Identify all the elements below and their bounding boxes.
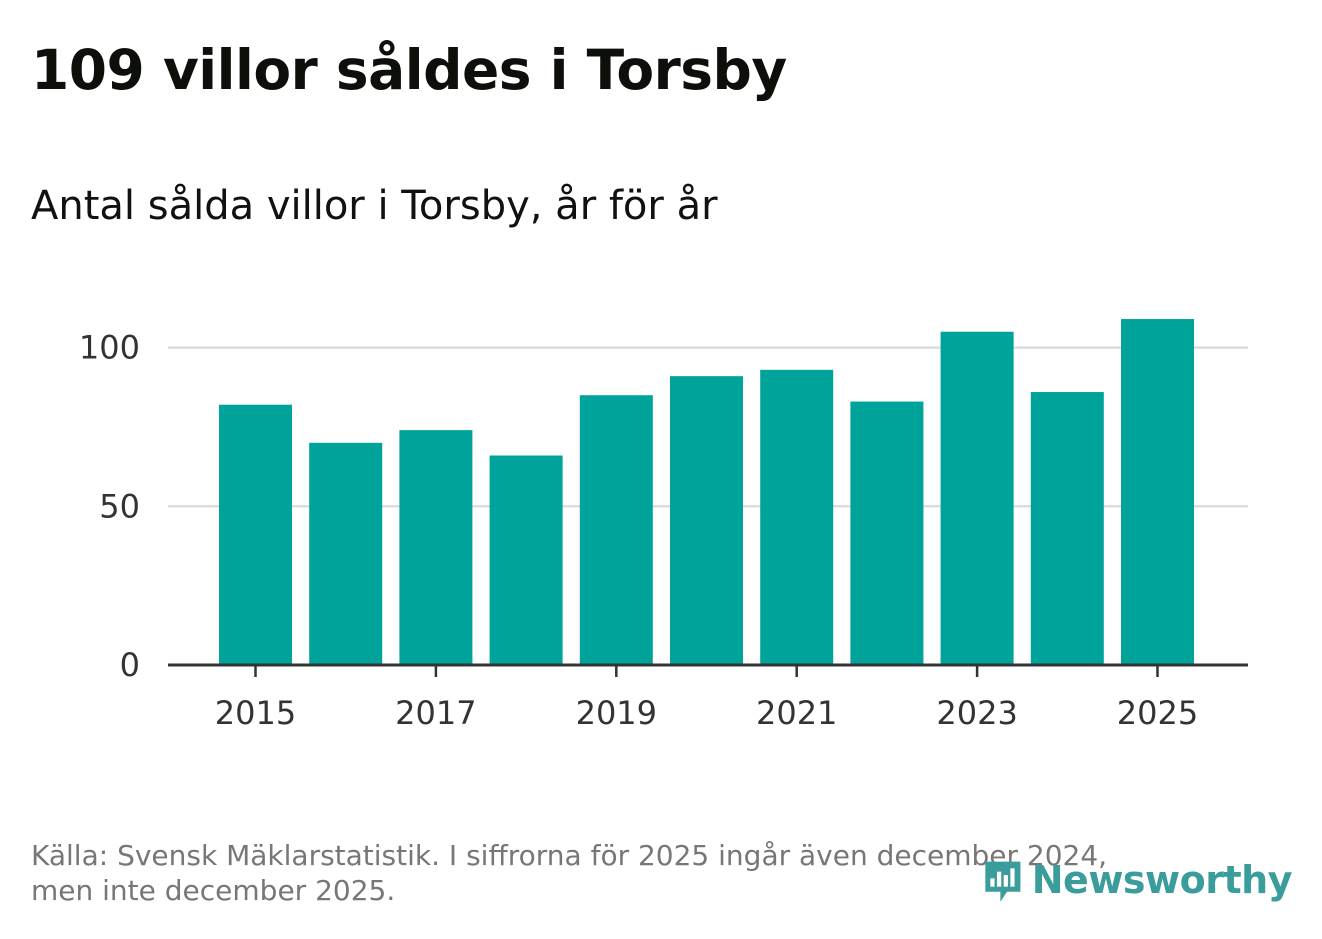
bar-2019 <box>579 395 653 665</box>
x-tick-label-2017: 2017 <box>395 694 476 732</box>
y-tick-label-0: 0 <box>120 646 140 684</box>
x-tick-label-2023: 2023 <box>936 694 1017 732</box>
y-tick-label-50: 50 <box>99 487 140 525</box>
bars <box>219 319 1194 665</box>
bar-2025 <box>1121 319 1194 665</box>
bar-2018 <box>489 455 563 665</box>
y-tick-label-100: 100 <box>79 329 140 367</box>
bar-2024 <box>1030 392 1104 665</box>
chart-title: 109 villor såldes i Torsby <box>31 38 787 102</box>
source-line-1: Källa: Svensk Mäklarstatistik. I siffror… <box>31 839 1108 872</box>
bar-2015 <box>219 404 292 665</box>
logo-text: Newsworthy <box>1031 858 1293 902</box>
x-tick-label-2021: 2021 <box>756 694 837 732</box>
bar-2017 <box>399 430 473 665</box>
bar-2016 <box>309 442 383 665</box>
chart-subtitle: Antal sålda villor i Torsby, år för år <box>31 183 718 229</box>
bar-2021 <box>760 369 834 665</box>
newsworthy-logo-icon <box>985 861 1021 902</box>
axes: 0 50 100 2015 2017 2019 2021 2023 2025 <box>79 329 1248 732</box>
source-line-2: men inte december 2025. <box>31 874 396 907</box>
source-note: Källa: Svensk Mäklarstatistik. I siffror… <box>31 838 1231 908</box>
x-tick-label-2015: 2015 <box>215 694 296 732</box>
bar-2020 <box>670 376 743 665</box>
x-tick-label-2019: 2019 <box>576 694 657 732</box>
bar-2022 <box>850 401 924 665</box>
bar-2023 <box>940 331 1014 665</box>
x-tick-label-2025: 2025 <box>1117 694 1198 732</box>
newsworthy-logo[interactable]: Newsworthy <box>982 850 1293 910</box>
bar-chart: 0 50 100 2015 2017 2019 2021 2023 2025 <box>79 319 1248 732</box>
